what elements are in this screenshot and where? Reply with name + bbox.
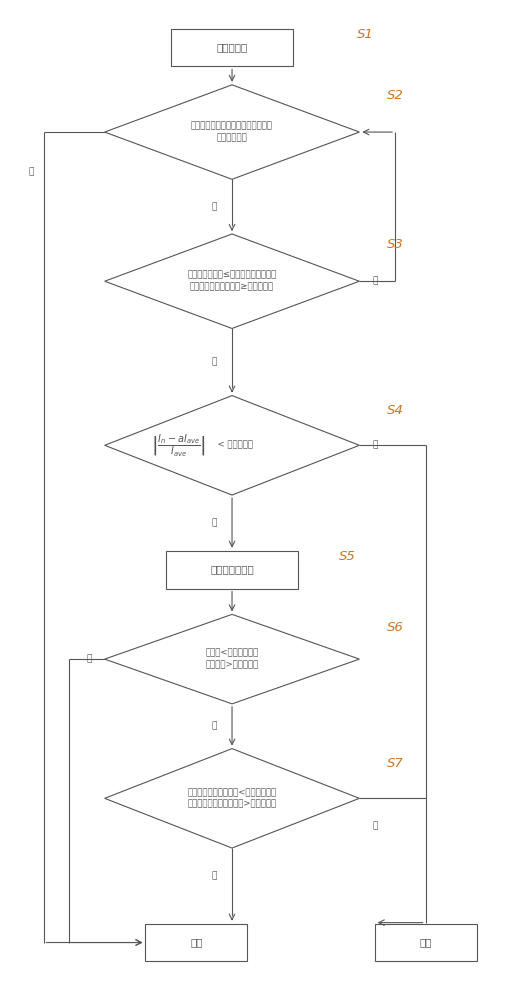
Text: 是: 是 bbox=[212, 871, 217, 880]
Polygon shape bbox=[105, 396, 359, 495]
Text: 是: 是 bbox=[212, 518, 217, 527]
Text: S5: S5 bbox=[339, 550, 356, 563]
Text: 否: 否 bbox=[212, 202, 217, 211]
Text: S6: S6 bbox=[387, 621, 404, 634]
Text: 是: 是 bbox=[212, 722, 217, 731]
Text: 异常: 异常 bbox=[419, 938, 432, 948]
Text: 正常: 正常 bbox=[190, 938, 202, 948]
Text: 变化率<第四预定值，
或变化率>第五预定值: 变化率<第四预定值， 或变化率>第五预定值 bbox=[205, 649, 259, 670]
Text: $\left|\dfrac{I_n - aI_{ave}}{I_{ave}}\right|$: $\left|\dfrac{I_n - aI_{ave}}{I_{ave}}\r… bbox=[151, 432, 206, 459]
Text: 所有相邻或相近的输入端电流全部小
于第一预定值: 所有相邻或相近的输入端电流全部小 于第一预定值 bbox=[191, 122, 273, 142]
Text: 计算电流变化率: 计算电流变化率 bbox=[210, 565, 254, 575]
FancyBboxPatch shape bbox=[166, 551, 298, 589]
Text: < 第三预定值: < 第三预定值 bbox=[212, 441, 252, 450]
Polygon shape bbox=[105, 749, 359, 848]
Text: S3: S3 bbox=[387, 238, 404, 251]
Text: S1: S1 bbox=[357, 28, 373, 41]
Polygon shape bbox=[105, 234, 359, 328]
Text: 是: 是 bbox=[29, 167, 35, 176]
Text: 感测电流值: 感测电流值 bbox=[216, 43, 248, 53]
Text: 否: 否 bbox=[212, 358, 217, 367]
Text: 某输入端电流值≤第二预定值同时相邻
或相近的输入端电流值≥第一预定值: 某输入端电流值≤第二预定值同时相邻 或相近的输入端电流值≥第一预定值 bbox=[187, 271, 277, 292]
Polygon shape bbox=[105, 85, 359, 179]
Polygon shape bbox=[105, 614, 359, 704]
Text: S4: S4 bbox=[387, 404, 404, 417]
Text: 否: 否 bbox=[87, 655, 92, 664]
FancyBboxPatch shape bbox=[375, 924, 476, 961]
Text: 否: 否 bbox=[372, 822, 377, 831]
FancyBboxPatch shape bbox=[171, 29, 293, 66]
Text: 是: 是 bbox=[372, 277, 377, 286]
Text: 否: 否 bbox=[372, 441, 377, 450]
Text: 相邻或相近电流变化率<第四预定值，
或相邻或相近电流变化率>第五预定值: 相邻或相近电流变化率<第四预定值， 或相邻或相近电流变化率>第五预定值 bbox=[187, 788, 277, 809]
Text: S2: S2 bbox=[387, 89, 404, 102]
Text: S7: S7 bbox=[387, 757, 404, 770]
FancyBboxPatch shape bbox=[145, 924, 247, 961]
